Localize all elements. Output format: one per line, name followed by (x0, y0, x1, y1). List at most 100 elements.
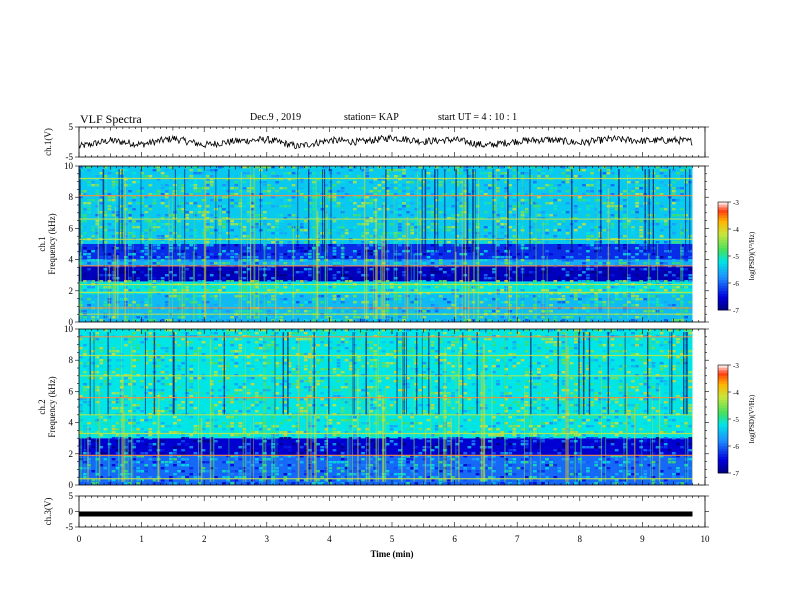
spectral-cell (410, 175, 414, 178)
spectral-cell (659, 235, 664, 238)
spectral-cell (385, 214, 390, 217)
spectral-cell (218, 446, 222, 449)
spectral-cell (308, 256, 312, 259)
spectral-cell (230, 434, 234, 437)
spectral-cell (185, 482, 189, 485)
spectral-cell (201, 449, 206, 452)
spectral-cell (111, 235, 116, 238)
spectral-cell (115, 211, 120, 214)
spectral-cell (156, 244, 161, 247)
spectral-cell (99, 280, 104, 283)
spectral-cell (488, 256, 492, 259)
spectral-cell (406, 193, 410, 196)
spectral-cell (627, 295, 631, 298)
spectral-cell (218, 389, 222, 392)
spectral-cell (516, 235, 521, 238)
spectral-cell (242, 464, 247, 467)
spectral-cell (602, 301, 607, 304)
spectral-cell (173, 292, 177, 295)
spectral-cell (549, 169, 553, 172)
spectral-cell (578, 268, 582, 271)
spectral-cell (504, 256, 508, 259)
spectral-cell (578, 196, 582, 199)
spectral-cell (455, 166, 459, 169)
spectral-cell (193, 319, 198, 322)
spectral-cell (287, 223, 292, 226)
spectral-cell (132, 365, 136, 368)
spectral-cell (369, 277, 374, 280)
spectral-cell (483, 169, 488, 172)
spectral-cell (627, 259, 631, 262)
spectral-cell (545, 193, 549, 196)
spectral-cell (115, 452, 120, 455)
spectral-cell (586, 310, 590, 313)
spectral-cell (504, 235, 508, 238)
spectral-cell (528, 166, 533, 169)
spectral-cell (557, 190, 562, 193)
spectral-cell (177, 298, 181, 301)
spectral-cell (524, 223, 529, 226)
spectral-cell (275, 175, 279, 178)
spectral-cell (512, 247, 517, 250)
spectral-cell (492, 268, 496, 271)
spectral-cell (83, 214, 87, 217)
spectral-cell (639, 205, 643, 208)
spectral-cell (226, 274, 230, 277)
spectral-cell (553, 220, 558, 223)
spectral-cell (250, 226, 255, 229)
spectral-cell (430, 259, 435, 262)
spectral-cell (128, 452, 132, 455)
spectral-cell (214, 347, 218, 350)
spectral-cell (438, 295, 443, 298)
spectral-cell (414, 298, 419, 301)
spectral-cell (152, 274, 157, 277)
spectral-cell (635, 202, 639, 205)
spectral-cell (83, 289, 87, 292)
spectral-cell (99, 365, 104, 368)
spectral-cell (230, 431, 234, 434)
spectral-cell (214, 286, 218, 289)
spectral-cell (516, 223, 521, 226)
spectral-cell (336, 244, 341, 247)
spectral-cell (271, 298, 275, 301)
spectral-cell (524, 208, 529, 211)
spectral-cell (398, 190, 402, 193)
spectral-cell (561, 277, 566, 280)
spectral-cell (410, 181, 414, 184)
spectral-cell (148, 310, 153, 313)
spectral-cell (369, 304, 374, 307)
spectral-cell (479, 190, 484, 193)
spectral-cell (246, 259, 251, 262)
spectral-cell (299, 277, 304, 280)
spectral-cell (259, 347, 263, 350)
spectral-cell (279, 292, 284, 295)
spectral-cell (160, 431, 165, 434)
spectral-cell (586, 256, 590, 259)
spectral-cell (385, 178, 390, 181)
spectral-cell (254, 461, 259, 464)
spectral-cell (459, 196, 464, 199)
spectral-cell (222, 461, 226, 464)
spectral-cell (438, 244, 443, 247)
spectral-cell (586, 301, 590, 304)
spectral-cell (389, 319, 394, 322)
spectral-cell (254, 431, 259, 434)
spectral-cell (537, 229, 541, 232)
spectral-cell (189, 380, 194, 383)
spectral-cell (205, 229, 210, 232)
spectral-cell (680, 235, 684, 238)
spectral-cell (173, 422, 177, 425)
spectral-cell (148, 277, 153, 280)
spectral-cell (95, 178, 100, 181)
spectral-cell (246, 193, 251, 196)
spectral-cell (140, 214, 144, 217)
spectral-cell (173, 389, 177, 392)
spectral-cell (451, 289, 455, 292)
colorbar-cell (718, 272, 728, 276)
spectral-cell (594, 295, 598, 298)
spectral-cell (128, 244, 132, 247)
spectral-cell (189, 298, 194, 301)
spectral-cell (103, 467, 108, 470)
spectral-cell (246, 310, 251, 313)
spectral-cell (152, 455, 157, 458)
